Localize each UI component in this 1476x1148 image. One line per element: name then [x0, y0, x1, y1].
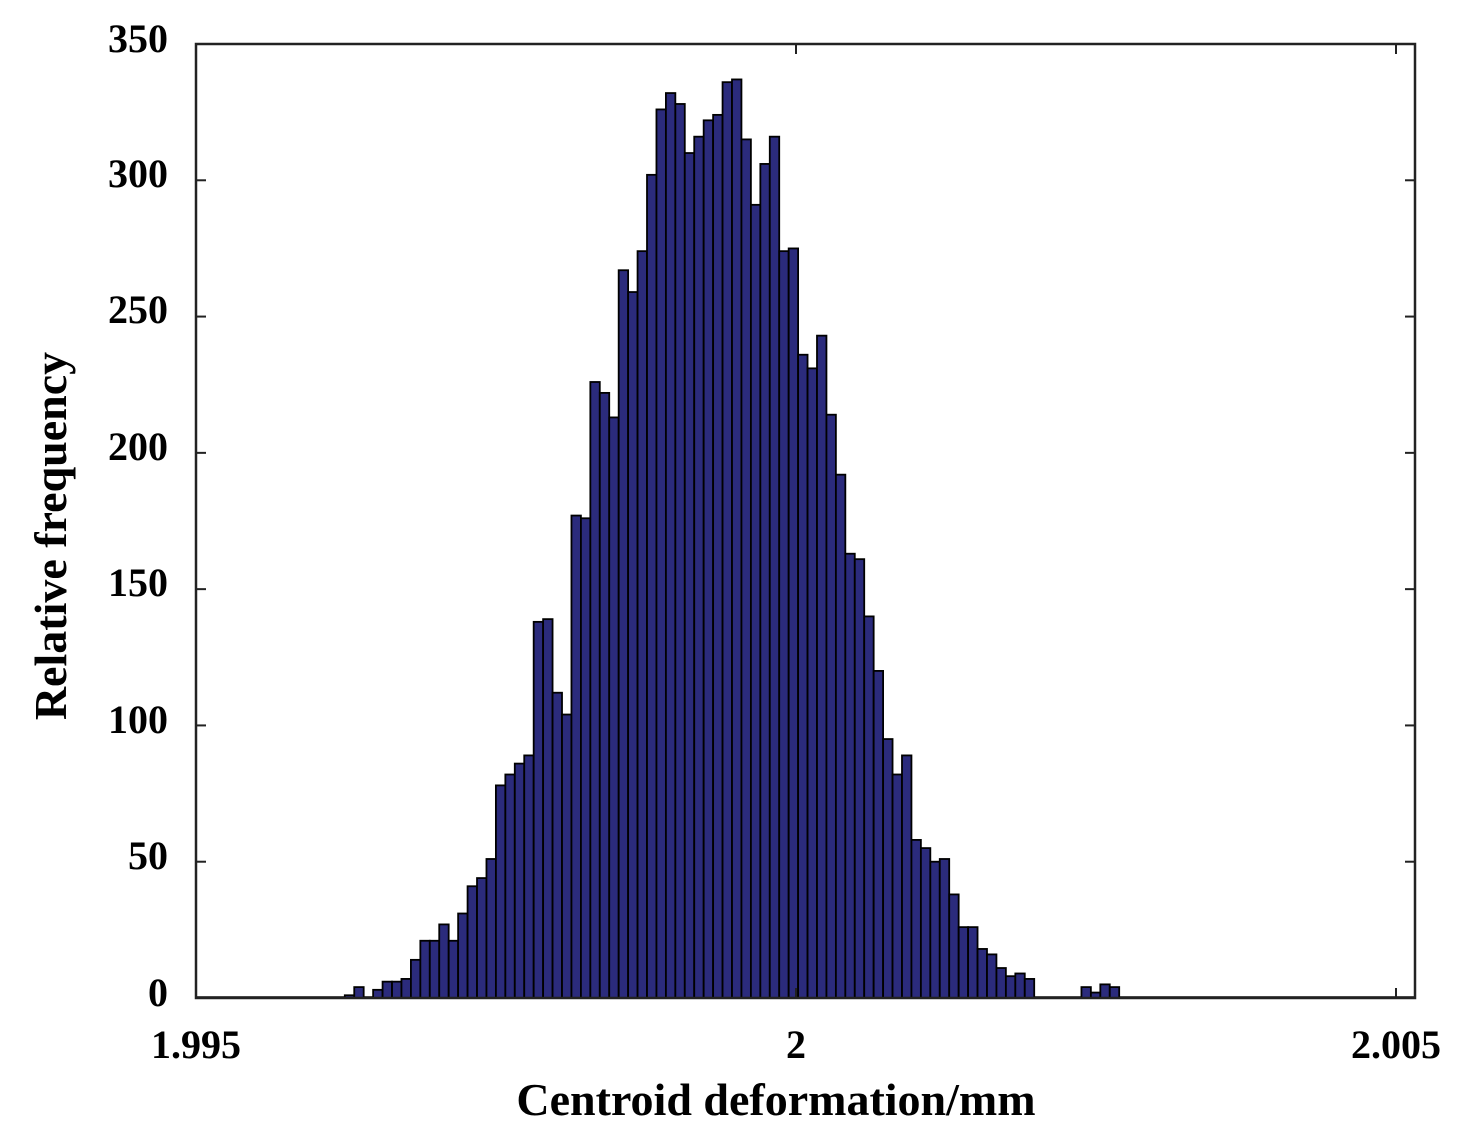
- histogram-bar: [561, 713, 573, 999]
- histogram-bar: [712, 113, 724, 999]
- histogram-bar: [853, 558, 866, 999]
- histogram-bar: [986, 953, 998, 999]
- histogram-bar: [485, 858, 497, 999]
- histogram-bar: [919, 847, 932, 999]
- histogram-bar: [1023, 978, 1036, 999]
- histogram-bar: [655, 108, 667, 999]
- histogram-bar: [598, 391, 611, 999]
- histogram-bar: [665, 92, 677, 999]
- histogram-bar: [513, 762, 526, 999]
- plot-frame: [194, 42, 1417, 1000]
- y-tick-labels: 0 50 100 150 200 250 300 350: [108, 16, 168, 1015]
- histogram-bar: [504, 773, 516, 999]
- histogram-bar: [976, 948, 988, 999]
- histogram-bar: [967, 926, 979, 999]
- histogram-bar: [532, 620, 545, 999]
- y-tick-label-150: 150: [108, 560, 168, 605]
- histogram-bar: [419, 939, 431, 999]
- histogram-bar: [891, 773, 903, 999]
- histogram-bar: [683, 152, 696, 999]
- histogram-bar: [381, 980, 393, 999]
- histogram-bar: [702, 119, 715, 999]
- ticks-group: [195, 43, 1415, 999]
- histogram-bar: [447, 939, 460, 999]
- histogram-bar: [476, 877, 488, 999]
- histogram-bar: [844, 552, 856, 999]
- histogram-bar: [466, 885, 478, 999]
- x-tick-label-1.995: 1.995: [151, 1022, 241, 1067]
- histogram-bar: [494, 784, 507, 999]
- histogram-bar: [948, 893, 960, 999]
- histogram-bar: [646, 173, 658, 999]
- histogram-bar: [428, 939, 441, 999]
- histogram-bar: [806, 367, 818, 999]
- y-tick-label-200: 200: [108, 424, 168, 469]
- histogram-bar: [551, 691, 563, 999]
- x-tick-labels: 1.995 2 2.005: [151, 1022, 1441, 1067]
- histogram-bar: [938, 858, 951, 999]
- histogram-bar: [570, 514, 582, 999]
- histogram-bar: [608, 416, 620, 999]
- bars-group: [196, 78, 1415, 999]
- histogram-bar: [400, 978, 412, 999]
- histogram-bar: [929, 860, 941, 999]
- histogram-bar: [863, 615, 875, 999]
- histogram-bar: [391, 980, 403, 999]
- y-tick-label-0: 0: [148, 970, 168, 1015]
- histogram-bar: [693, 135, 705, 999]
- histogram-bar: [589, 381, 601, 999]
- x-axis-label: Centroid deformation/mm: [516, 1074, 1035, 1125]
- histogram-bar: [787, 247, 800, 999]
- histogram-bar: [1080, 986, 1092, 999]
- histogram-bar: [627, 291, 639, 999]
- y-tick-label-50: 50: [128, 833, 168, 878]
- histogram-bar: [797, 353, 809, 999]
- histogram-bar: [749, 203, 762, 999]
- histogram-bar: [901, 754, 913, 999]
- histogram-bar: [740, 138, 752, 999]
- histogram-bar: [778, 250, 790, 999]
- y-axis-label: Relative frequency: [25, 352, 76, 720]
- histogram-bar: [1099, 983, 1111, 999]
- histogram-bar: [1014, 972, 1026, 999]
- histogram-bar: [759, 163, 771, 999]
- histogram-bar: [674, 103, 686, 999]
- x-tick-label-2.005: 2.005: [1351, 1022, 1441, 1067]
- histogram-bar: [1004, 975, 1017, 999]
- histogram-bar: [882, 738, 894, 999]
- histogram-bar: [731, 78, 743, 999]
- y-tick-label-100: 100: [108, 697, 168, 742]
- histogram-bar: [542, 618, 554, 999]
- histogram-bar: [995, 967, 1007, 999]
- histogram-bar: [636, 250, 648, 999]
- histogram-bar: [957, 926, 969, 999]
- histogram-bar: [523, 754, 535, 999]
- histogram-bar: [910, 839, 922, 999]
- histogram-bar: [825, 413, 837, 999]
- histogram-bar: [1108, 986, 1121, 999]
- histogram-bar: [872, 670, 884, 999]
- y-tick-label-300: 300: [108, 151, 168, 196]
- histogram-bar: [816, 334, 828, 999]
- histogram-bar: [457, 912, 469, 999]
- y-tick-label-250: 250: [108, 287, 168, 332]
- histogram-bar: [438, 923, 450, 999]
- histogram-bar: [617, 269, 630, 999]
- histogram-bar: [721, 81, 733, 999]
- histogram-bar: [834, 473, 847, 999]
- histogram-bar: [580, 517, 592, 999]
- histogram-bar: [353, 986, 365, 999]
- x-tick-label-2: 2: [786, 1022, 806, 1067]
- y-tick-label-350: 350: [108, 16, 168, 61]
- histogram-bar: [410, 958, 422, 999]
- histogram-bar: [768, 135, 781, 999]
